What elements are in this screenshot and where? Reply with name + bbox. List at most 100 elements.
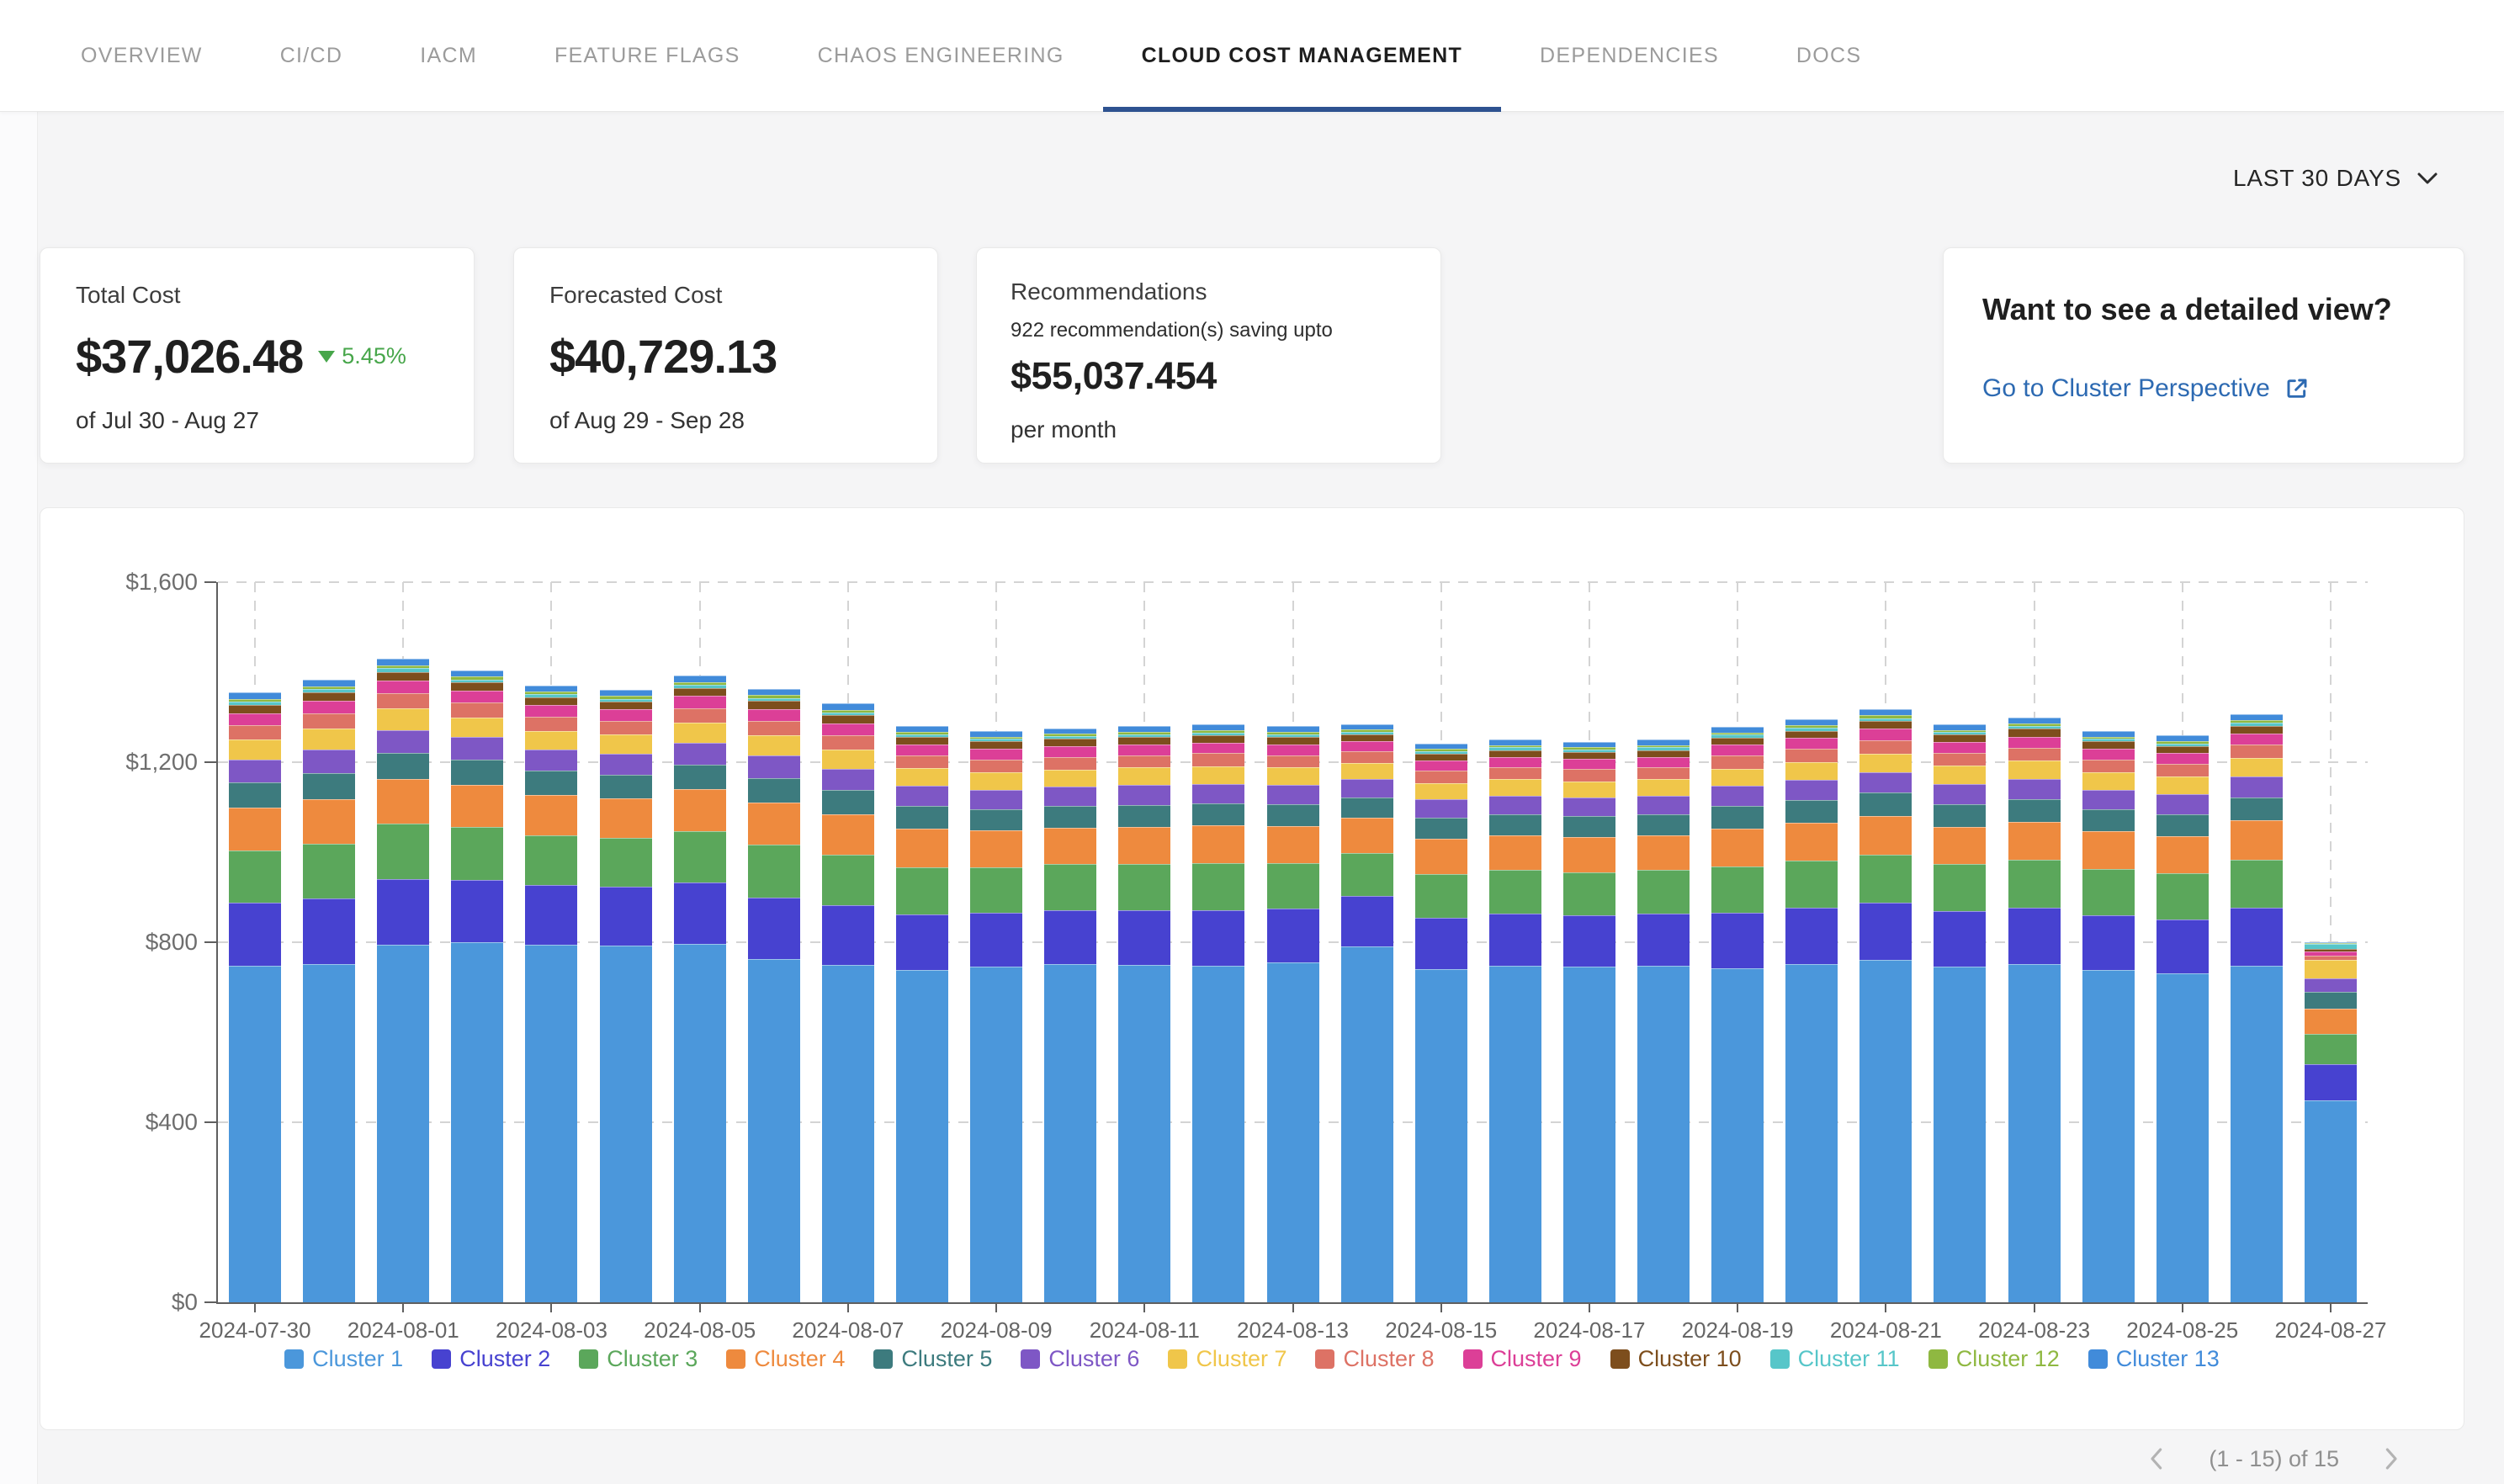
- segment-cluster-1[interactable]: [674, 944, 726, 1302]
- segment-cluster-4[interactable]: [377, 779, 429, 824]
- segment-cluster-1[interactable]: [600, 946, 652, 1302]
- segment-cluster-5[interactable]: [1192, 803, 1244, 825]
- tab-dependencies[interactable]: DEPENDENCIES: [1501, 0, 1758, 111]
- segment-cluster-1[interactable]: [451, 942, 503, 1302]
- segment-cluster-1[interactable]: [1044, 964, 1096, 1302]
- segment-cluster-4[interactable]: [2231, 820, 2283, 860]
- segment-cluster-3[interactable]: [1341, 853, 1393, 896]
- segment-cluster-6[interactable]: [525, 750, 577, 771]
- segment-cluster-5[interactable]: [970, 809, 1022, 831]
- segment-cluster-3[interactable]: [2157, 873, 2209, 920]
- legend-item-cluster-8[interactable]: Cluster 8: [1315, 1346, 1434, 1372]
- segment-cluster-8[interactable]: [1711, 755, 1764, 769]
- segment-cluster-2[interactable]: [1711, 913, 1764, 968]
- segment-cluster-10[interactable]: [822, 715, 874, 723]
- segment-cluster-8[interactable]: [303, 713, 355, 729]
- tab-ci-cd[interactable]: CI/CD: [241, 0, 382, 111]
- segment-cluster-13[interactable]: [1192, 724, 1244, 730]
- segment-cluster-7[interactable]: [1934, 766, 1986, 783]
- segment-cluster-7[interactable]: [600, 734, 652, 753]
- segment-cluster-6[interactable]: [896, 786, 948, 806]
- segment-cluster-13[interactable]: [748, 689, 800, 695]
- segment-cluster-3[interactable]: [1415, 874, 1467, 918]
- segment-cluster-7[interactable]: [2082, 772, 2135, 790]
- segment-cluster-3[interactable]: [1192, 863, 1244, 910]
- segment-cluster-2[interactable]: [1637, 914, 1690, 966]
- segment-cluster-13[interactable]: [600, 690, 652, 696]
- segment-cluster-10[interactable]: [2082, 741, 2135, 749]
- segment-cluster-1[interactable]: [1267, 962, 1319, 1302]
- segment-cluster-10[interactable]: [970, 741, 1022, 749]
- segment-cluster-10[interactable]: [303, 692, 355, 701]
- segment-cluster-8[interactable]: [1415, 771, 1467, 782]
- segment-cluster-5[interactable]: [1637, 814, 1690, 835]
- segment-cluster-5[interactable]: [1563, 816, 1615, 837]
- segment-cluster-3[interactable]: [1859, 855, 1912, 903]
- segment-cluster-1[interactable]: [1118, 965, 1170, 1302]
- segment-cluster-6[interactable]: [600, 754, 652, 775]
- segment-cluster-10[interactable]: [600, 702, 652, 709]
- segment-cluster-5[interactable]: [1267, 804, 1319, 826]
- segment-cluster-1[interactable]: [303, 964, 355, 1302]
- segment-cluster-13[interactable]: [2157, 735, 2209, 741]
- segment-cluster-8[interactable]: [1192, 753, 1244, 766]
- segment-cluster-8[interactable]: [1934, 753, 1986, 766]
- bar-2024-08-16[interactable]: [1489, 739, 1541, 1302]
- segment-cluster-7[interactable]: [1118, 767, 1170, 785]
- segment-cluster-2[interactable]: [1563, 915, 1615, 967]
- segment-cluster-9[interactable]: [1934, 742, 1986, 753]
- segment-cluster-8[interactable]: [2231, 745, 2283, 758]
- segment-cluster-8[interactable]: [1267, 755, 1319, 768]
- segment-cluster-4[interactable]: [600, 798, 652, 838]
- segment-cluster-6[interactable]: [2008, 779, 2061, 799]
- segment-cluster-1[interactable]: [1785, 964, 1838, 1302]
- segment-cluster-7[interactable]: [1637, 779, 1690, 796]
- legend-item-cluster-7[interactable]: Cluster 7: [1168, 1346, 1286, 1372]
- segment-cluster-4[interactable]: [451, 785, 503, 827]
- segment-cluster-13[interactable]: [2231, 714, 2283, 720]
- cluster-perspective-link[interactable]: Go to Cluster Perspective: [1982, 374, 2425, 403]
- segment-cluster-10[interactable]: [1118, 737, 1170, 745]
- segment-cluster-9[interactable]: [1637, 757, 1690, 767]
- segment-cluster-1[interactable]: [2157, 973, 2209, 1302]
- segment-cluster-7[interactable]: [1711, 769, 1764, 787]
- segment-cluster-3[interactable]: [1711, 867, 1764, 914]
- segment-cluster-10[interactable]: [229, 705, 281, 713]
- segment-cluster-2[interactable]: [1044, 910, 1096, 964]
- segment-cluster-4[interactable]: [303, 799, 355, 844]
- legend-item-cluster-4[interactable]: Cluster 4: [726, 1346, 845, 1372]
- segment-cluster-2[interactable]: [600, 887, 652, 946]
- bar-2024-08-25[interactable]: [2157, 735, 2209, 1302]
- segment-cluster-4[interactable]: [1044, 828, 1096, 865]
- segment-cluster-6[interactable]: [229, 760, 281, 782]
- segment-cluster-5[interactable]: [303, 773, 355, 799]
- segment-cluster-8[interactable]: [2008, 748, 2061, 761]
- segment-cluster-6[interactable]: [1044, 787, 1096, 806]
- segment-cluster-2[interactable]: [1489, 914, 1541, 966]
- tab-cloud-cost-management[interactable]: CLOUD COST MANAGEMENT: [1103, 0, 1501, 111]
- bar-2024-07-31[interactable]: [303, 680, 355, 1302]
- bar-2024-08-03[interactable]: [525, 686, 577, 1302]
- segment-cluster-2[interactable]: [1192, 910, 1244, 966]
- bar-2024-08-20[interactable]: [1785, 719, 1838, 1302]
- segment-cluster-7[interactable]: [970, 772, 1022, 790]
- segment-cluster-4[interactable]: [1489, 835, 1541, 871]
- segment-cluster-10[interactable]: [1934, 734, 1986, 742]
- segment-cluster-2[interactable]: [377, 879, 429, 945]
- segment-cluster-8[interactable]: [1044, 757, 1096, 770]
- segment-cluster-8[interactable]: [600, 721, 652, 734]
- segment-cluster-13[interactable]: [822, 703, 874, 709]
- segment-cluster-7[interactable]: [1267, 767, 1319, 785]
- segment-cluster-4[interactable]: [229, 808, 281, 851]
- segment-cluster-4[interactable]: [822, 814, 874, 855]
- segment-cluster-7[interactable]: [2231, 758, 2283, 776]
- segment-cluster-6[interactable]: [2231, 776, 2283, 798]
- segment-cluster-4[interactable]: [2082, 831, 2135, 868]
- segment-cluster-3[interactable]: [229, 851, 281, 904]
- bar-2024-08-06[interactable]: [748, 689, 800, 1302]
- segment-cluster-3[interactable]: [303, 844, 355, 898]
- segment-cluster-4[interactable]: [1859, 816, 1912, 856]
- bar-2024-08-01[interactable]: [377, 659, 429, 1302]
- segment-cluster-4[interactable]: [1785, 823, 1838, 861]
- segment-cluster-2[interactable]: [2008, 908, 2061, 964]
